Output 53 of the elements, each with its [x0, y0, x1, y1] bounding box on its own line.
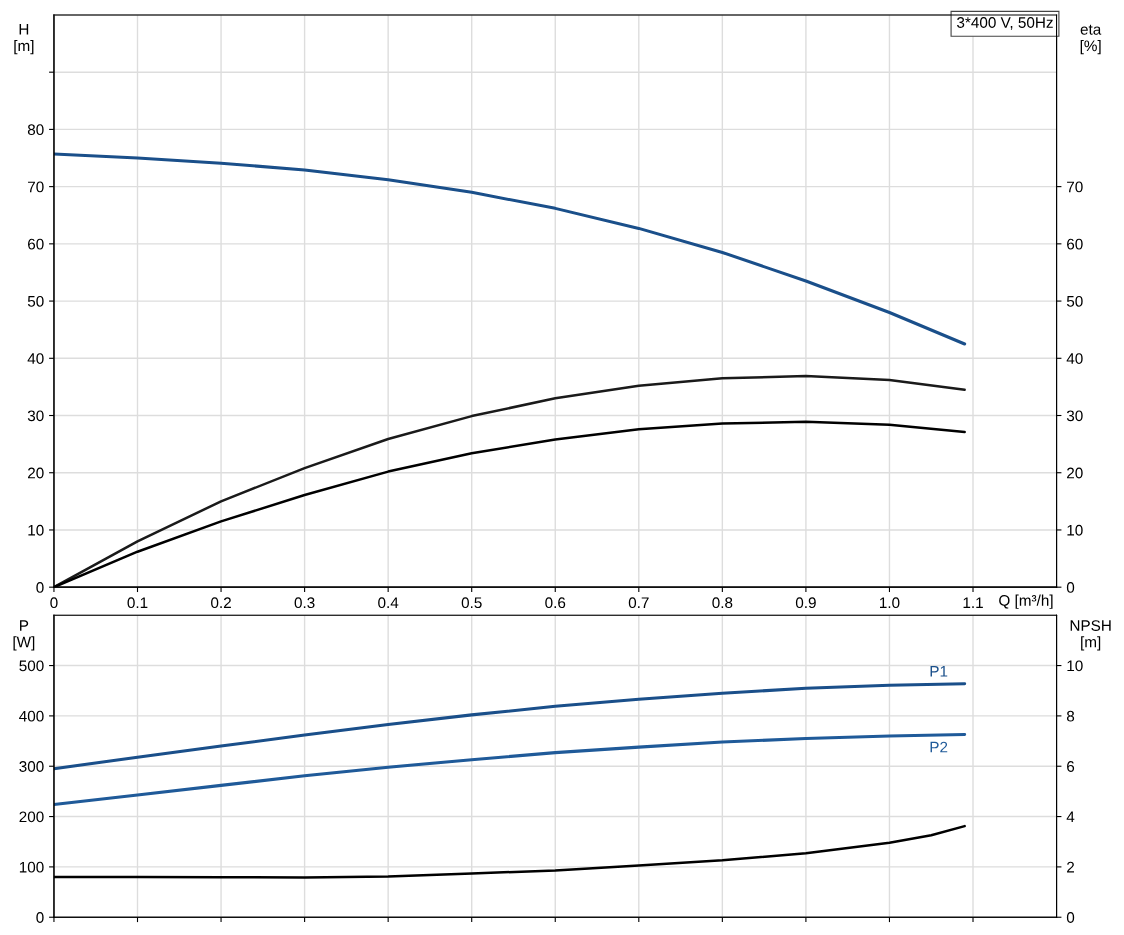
y-tick-label: 200 [19, 811, 44, 823]
y2-tick-label: 50 [1066, 295, 1083, 307]
y2-tick-label: 10 [1067, 524, 1083, 536]
y2-tick-label: 8 [1066, 710, 1075, 722]
y-tick-label: 30 [27, 410, 44, 422]
y-tick-label: 400 [19, 710, 44, 722]
y-tick-label: 60 [28, 238, 44, 250]
y2-tick-label: 60 [1067, 238, 1083, 250]
y2-tick-label: 0 [1066, 582, 1075, 593]
x-tick-label: 1.1 [963, 597, 983, 608]
y2-tick-label: 4 [1066, 811, 1075, 823]
x-tick-label: 0.5 [461, 597, 482, 609]
y-tick-label: 40 [27, 353, 44, 364]
y2-tick-label: 20 [1067, 467, 1083, 479]
y-tick-label: 500 [19, 660, 44, 672]
x-tick-label: 0.7 [628, 597, 649, 609]
x-axis-title: Q [m³/h] [999, 594, 1053, 609]
y-tick-label: 100 [19, 861, 44, 873]
y2-tick-label: 30 [1066, 410, 1083, 422]
x-tick-label: 0.2 [211, 597, 231, 609]
x-tick-label: 0.8 [712, 597, 733, 609]
series-label: P2 [930, 741, 948, 753]
x-tick-label: 0.9 [795, 597, 816, 609]
y-tick-label: 20 [28, 467, 44, 479]
series-label: P1 [930, 666, 948, 677]
y-tick-label: 0 [36, 912, 44, 923]
line-series [53, 732, 967, 807]
y2-axis-title: eta [%] [1080, 24, 1102, 55]
x-tick-label: 0.4 [378, 597, 399, 609]
y-tick-label: 70 [28, 181, 44, 193]
line-series [53, 374, 966, 588]
y2-axis-title: NPSH [m] [1070, 620, 1111, 651]
annotation: 3*400 V, 50Hz [957, 17, 1053, 30]
y-tick-label: 80 [27, 124, 44, 136]
x-tick-label: 0.3 [294, 597, 315, 609]
x-tick-label: 0 [50, 597, 58, 609]
y2-tick-label: 2 [1067, 861, 1075, 873]
y-tick-label: 50 [27, 295, 44, 307]
y2-tick-label: 70 [1067, 181, 1083, 193]
y2-tick-label: 6 [1067, 761, 1075, 772]
y-tick-label: 10 [28, 524, 44, 536]
x-tick-label: 0.1 [127, 597, 148, 609]
x-tick-label: 1.0 [880, 597, 900, 609]
y-axis-title: H [m] [14, 24, 34, 55]
line-series [53, 152, 967, 346]
y2-tick-label: 0 [1066, 912, 1075, 923]
line-series [53, 682, 967, 771]
y2-tick-label: 40 [1066, 353, 1083, 364]
y2-tick-label: 10 [1067, 660, 1083, 672]
x-tick-label: 0.6 [545, 597, 566, 609]
y-tick-label: 0 [36, 582, 44, 593]
y-axis-title: P [W] [13, 620, 35, 651]
y-tick-label: 300 [19, 761, 44, 772]
